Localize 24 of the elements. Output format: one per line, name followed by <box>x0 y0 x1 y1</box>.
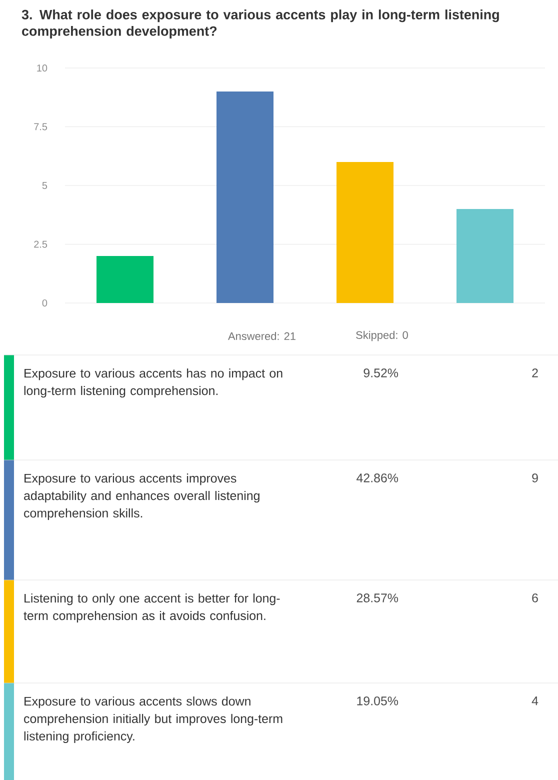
y-tick-label: 10 <box>37 64 47 72</box>
text: 2 <box>532 368 538 378</box>
bar <box>216 92 274 304</box>
text: 42.86% <box>356 474 398 482</box>
y-tick-label: 0 <box>42 299 47 307</box>
text: 4 <box>532 696 538 706</box>
y-tick-label: 5 <box>42 182 47 189</box>
y-tick-label: 7.5 <box>34 123 47 130</box>
y-tick-label: 2.5 <box>34 240 47 248</box>
text: 9.52% <box>364 368 398 378</box>
text: 6 <box>532 594 538 602</box>
bar <box>456 209 514 304</box>
text: Answered: 21 <box>228 332 296 340</box>
text: Exposure to various accents has no impact on long-term listening comprehension. <box>24 368 282 398</box>
text: 28.57% <box>356 594 398 602</box>
text: Skipped: 0 <box>356 330 408 342</box>
text: Listening to only one accent is better for long-term comprehension as it avoids confusion. <box>24 594 280 623</box>
text: Exposure to various accents improves adaptability and enhances overall listening comprehension skills. <box>24 474 260 520</box>
chart-title: 3. What role does exposure to various accents play in long-term listening comprehension development? <box>22 10 499 39</box>
bar <box>336 162 394 304</box>
text: 19.05% <box>357 696 398 706</box>
text: 9 <box>532 474 538 482</box>
bar <box>96 256 154 304</box>
text: Exposure to various accents slows down comprehension initially but improves long-term listening proficiency. <box>24 696 282 743</box>
